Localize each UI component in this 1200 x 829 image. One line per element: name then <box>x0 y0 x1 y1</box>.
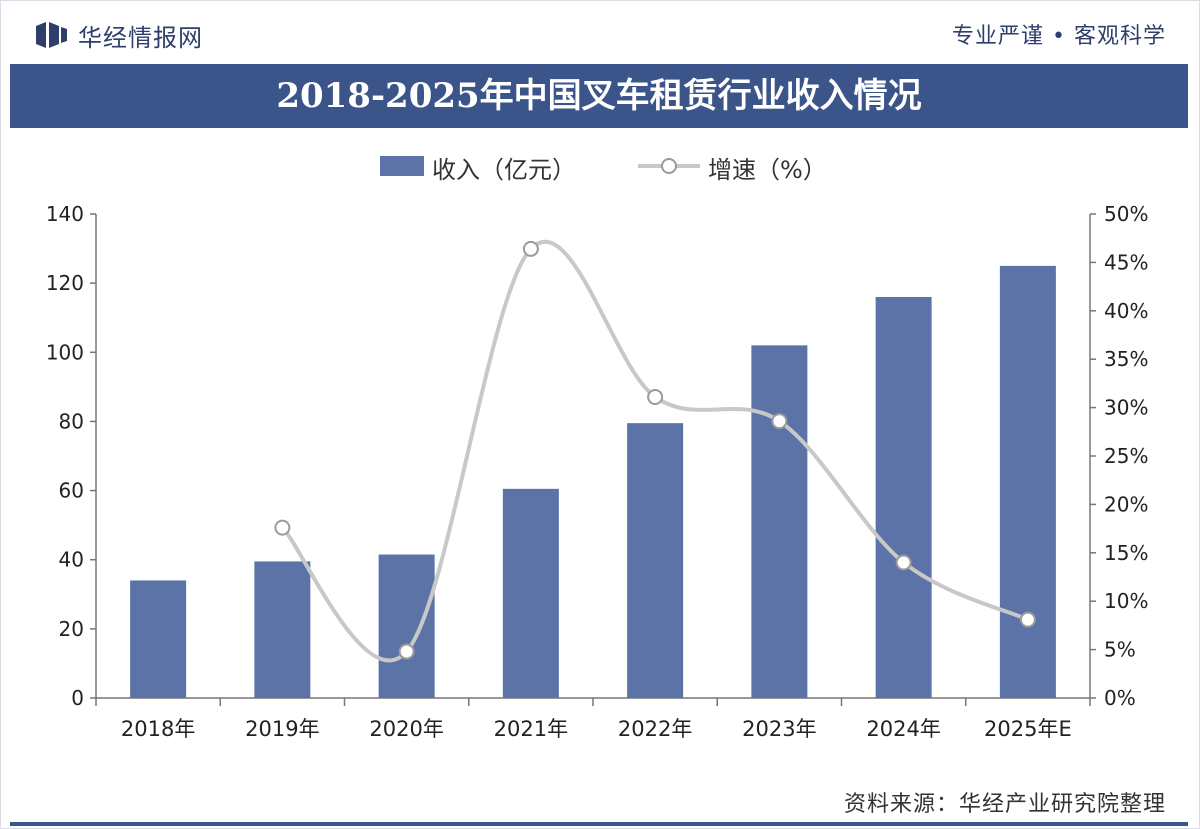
x-tick-label: 2018年 <box>121 717 195 741</box>
growth-point <box>274 519 291 536</box>
y-right-tick-label: 35% <box>1104 347 1148 371</box>
source-note: 资料来源：华经产业研究院整理 <box>843 792 1166 817</box>
x-tick-label: 2023年 <box>742 717 816 741</box>
legend-line-label: 增速（%） <box>708 156 827 184</box>
growth-point <box>771 413 788 430</box>
x-tick-label: 2020年 <box>369 717 443 741</box>
growth-point <box>647 388 664 405</box>
revenue-bar <box>254 561 311 698</box>
growth-point <box>895 554 912 571</box>
x-tick-label: 2019年 <box>245 717 319 741</box>
y-right-tick-label: 20% <box>1104 492 1148 516</box>
y-right-tick-label: 15% <box>1104 541 1148 565</box>
y-left-tick-label: 0 <box>71 686 84 710</box>
legend-line-swatch <box>638 158 700 174</box>
legend-bar-label: 收入（亿元） <box>432 156 576 184</box>
y-right-tick-label: 10% <box>1104 589 1148 613</box>
revenue-bar <box>378 554 435 698</box>
revenue-bar <box>875 296 932 698</box>
revenue-bar <box>130 580 187 698</box>
legend: 收入（亿元） 增速（%） <box>0 148 1200 184</box>
y-right-tick-label: 30% <box>1104 396 1148 420</box>
revenue-bar <box>751 345 808 698</box>
y-right-tick-label: 0% <box>1104 686 1136 710</box>
y-left-tick-label: 140 <box>46 202 84 226</box>
revenue-bar <box>502 488 559 698</box>
y-left-tick-label: 100 <box>46 340 84 364</box>
header: 华经情报网 专业严谨 • 客观科学 <box>0 0 1200 62</box>
y-right-tick-label: 5% <box>1104 638 1136 662</box>
growth-point <box>1019 611 1036 628</box>
bottom-rule <box>10 822 1188 826</box>
x-tick-label: 2025年E <box>984 717 1072 741</box>
y-right-tick-label: 45% <box>1104 250 1148 274</box>
chart-title: 2018-2025年中国叉车租赁行业收入情况 <box>276 76 922 116</box>
revenue-bar <box>627 423 684 698</box>
revenue-bar <box>999 265 1056 698</box>
y-left-tick-label: 60 <box>59 479 84 503</box>
y-left-tick-label: 20 <box>59 617 84 641</box>
y-right-tick-label: 50% <box>1104 202 1148 226</box>
brand-logo-icon <box>36 22 67 48</box>
brand-name[interactable]: 华经情报网 <box>78 24 203 52</box>
x-tick-label: 2021年 <box>494 717 568 741</box>
y-right-tick-label: 40% <box>1104 299 1148 323</box>
growth-point <box>398 643 415 660</box>
y-left-tick-label: 40 <box>59 548 84 572</box>
legend-bar-swatch <box>380 156 424 176</box>
title-bar: 2018-2025年中国叉车租赁行业收入情况 <box>10 64 1188 128</box>
y-left-tick-label: 80 <box>59 409 84 433</box>
y-left-tick-label: 120 <box>46 271 84 295</box>
x-tick-label: 2024年 <box>866 717 940 741</box>
slogan: 专业严谨 • 客观科学 <box>952 24 1166 49</box>
growth-point <box>522 240 539 257</box>
x-tick-label: 2022年 <box>618 717 692 741</box>
y-right-tick-label: 25% <box>1104 444 1148 468</box>
